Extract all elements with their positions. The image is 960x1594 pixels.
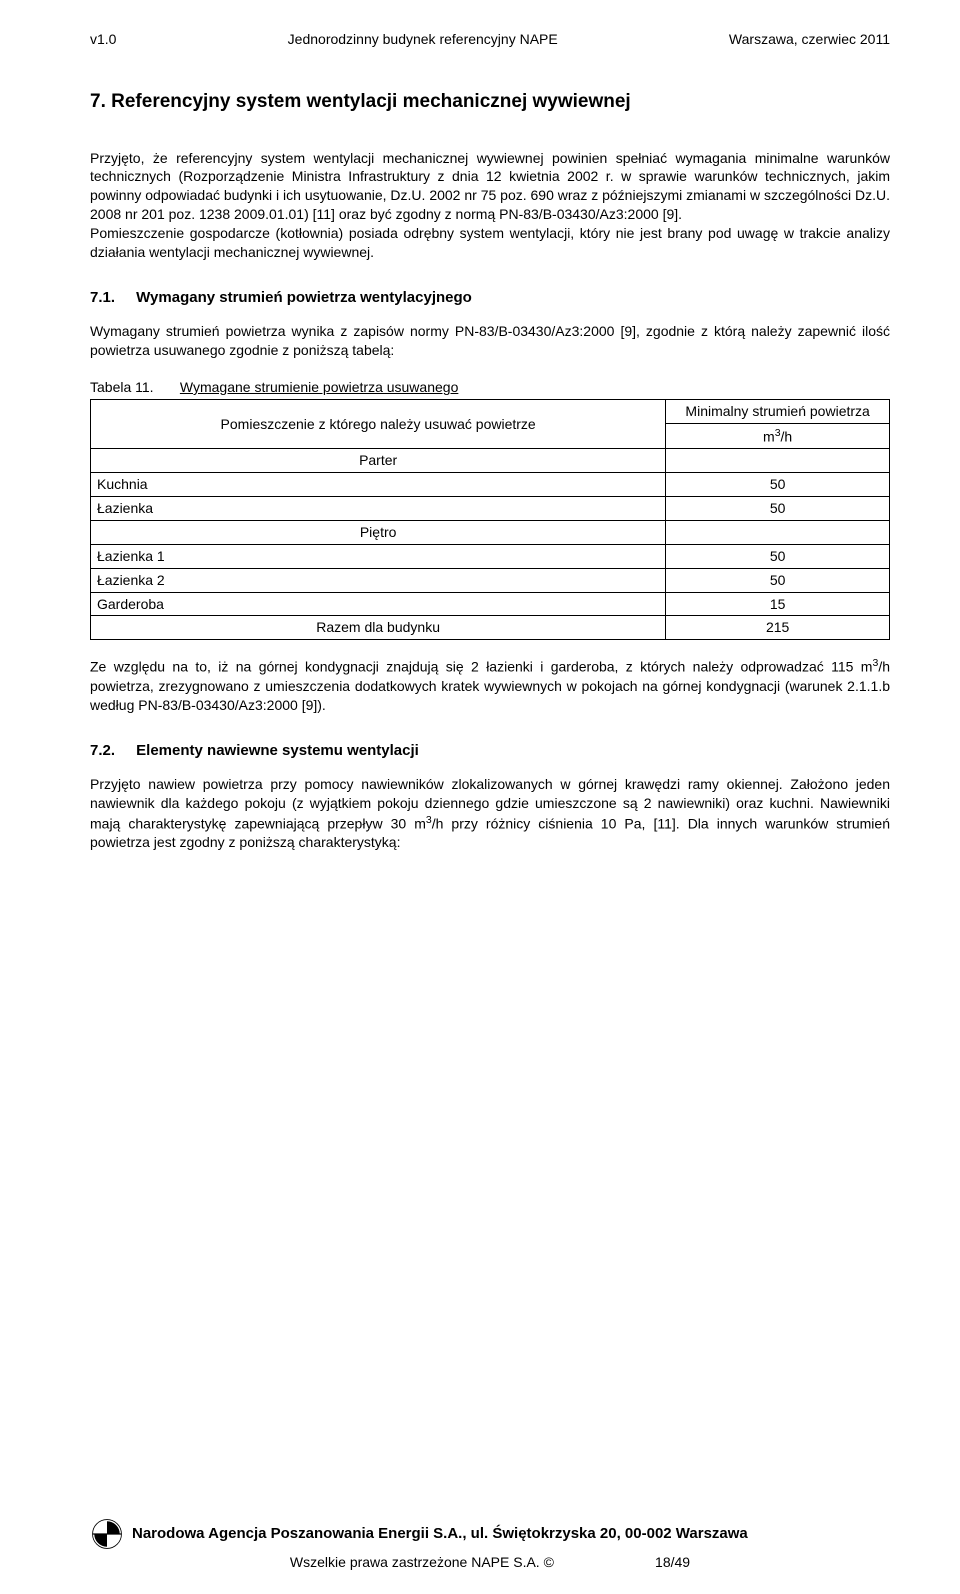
sub71-text: Wymagany strumień powietrza wynika z zap… bbox=[90, 322, 890, 360]
room-cell: Łazienka 2 bbox=[91, 568, 666, 592]
sub72-text: Przyjęto nawiew powietrza przy pomocy na… bbox=[90, 775, 890, 852]
table-row: Parter bbox=[91, 449, 890, 473]
table-row: Łazienka 1 50 bbox=[91, 544, 890, 568]
subsection-title: Elementy nawiewne systemu wentylacji bbox=[136, 742, 419, 759]
header-title: Jednorodzinny budynek referencyjny NAPE bbox=[288, 30, 558, 49]
value-cell: 50 bbox=[666, 568, 890, 592]
footer-rights: Wszelkie prawa zastrzeżone NAPE S.A. © bbox=[290, 1554, 554, 1570]
col-header-room: Pomieszczenie z którego należy usuwać po… bbox=[91, 399, 666, 448]
room-cell: Kuchnia bbox=[91, 473, 666, 497]
table-caption-text: Wymagane strumienie powietrza usuwanego bbox=[180, 379, 458, 395]
table-number: Tabela 11. bbox=[90, 378, 176, 397]
room-cell: Garderoba bbox=[91, 592, 666, 616]
intro-text-2: Pomieszczenie gospodarcze (kotłownia) po… bbox=[90, 225, 890, 260]
page-footer: Narodowa Agencja Poszanowania Energii S.… bbox=[90, 1517, 890, 1572]
section-number: 7. bbox=[90, 91, 106, 112]
subsection-number: 7.1. bbox=[90, 288, 132, 308]
empty-cell bbox=[666, 520, 890, 544]
after-table-paragraph: Ze względu na to, iż na górnej kondygnac… bbox=[90, 656, 890, 714]
table-row: Razem dla budynku 215 bbox=[91, 616, 890, 640]
intro-paragraph: Przyjęto, że referencyjny system wentyla… bbox=[90, 149, 890, 262]
section-title: Referencyjny system wentylacji mechanicz… bbox=[111, 91, 631, 112]
page-header: v1.0 Jednorodzinny budynek referencyjny … bbox=[90, 30, 890, 49]
nape-logo-icon bbox=[90, 1517, 124, 1551]
intro-text-1: Przyjęto, że referencyjny system wentyla… bbox=[90, 150, 890, 223]
table-row: Kuchnia 50 bbox=[91, 473, 890, 497]
value-cell: 50 bbox=[666, 544, 890, 568]
total-label: Razem dla budynku bbox=[91, 616, 666, 640]
col-header-flow: Minimalny strumień powietrza bbox=[666, 399, 890, 423]
subsection-title: Wymagany strumień powietrza wentylacyjne… bbox=[136, 289, 472, 306]
value-cell: 15 bbox=[666, 592, 890, 616]
value-cell: 50 bbox=[666, 497, 890, 521]
table-row: Łazienka 50 bbox=[91, 497, 890, 521]
table-row: Garderoba 15 bbox=[91, 592, 890, 616]
section-heading: 7. Referencyjny system wentylacji mechan… bbox=[90, 89, 890, 115]
group-pietro: Piętro bbox=[91, 520, 666, 544]
footer-org: Narodowa Agencja Poszanowania Energii S.… bbox=[132, 1524, 748, 1544]
table-11: Pomieszczenie z którego należy usuwać po… bbox=[90, 399, 890, 641]
value-cell: 50 bbox=[666, 473, 890, 497]
header-date: Warszawa, czerwiec 2011 bbox=[729, 30, 890, 49]
subsection-7-2-heading: 7.2. Elementy nawiewne systemu wentylacj… bbox=[90, 741, 890, 761]
table-row: Pomieszczenie z którego należy usuwać po… bbox=[91, 399, 890, 423]
total-value: 215 bbox=[666, 616, 890, 640]
table-caption: Tabela 11. Wymagane strumienie powietrza… bbox=[90, 378, 890, 397]
empty-cell bbox=[666, 449, 890, 473]
group-parter: Parter bbox=[91, 449, 666, 473]
room-cell: Łazienka bbox=[91, 497, 666, 521]
footer-page-number: 18/49 bbox=[655, 1554, 690, 1570]
header-version: v1.0 bbox=[90, 30, 116, 49]
col-header-unit: - m3/h bbox=[666, 423, 890, 449]
table-row: Piętro bbox=[91, 520, 890, 544]
subsection-number: 7.2. bbox=[90, 741, 132, 761]
room-cell: Łazienka 1 bbox=[91, 544, 666, 568]
table-row: Łazienka 2 50 bbox=[91, 568, 890, 592]
subsection-7-1-heading: 7.1. Wymagany strumień powietrza wentyla… bbox=[90, 288, 890, 308]
